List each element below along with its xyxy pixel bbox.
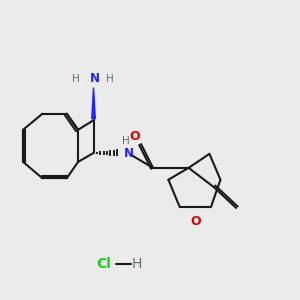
Text: O: O	[190, 215, 201, 228]
Text: Cl: Cl	[97, 257, 111, 272]
Text: N: N	[89, 72, 99, 85]
Text: H: H	[106, 74, 114, 84]
Text: H: H	[131, 257, 142, 272]
Text: H: H	[122, 136, 130, 146]
Text: N: N	[124, 147, 134, 161]
Polygon shape	[92, 88, 95, 119]
Text: H: H	[71, 74, 79, 84]
Text: O: O	[129, 130, 140, 142]
